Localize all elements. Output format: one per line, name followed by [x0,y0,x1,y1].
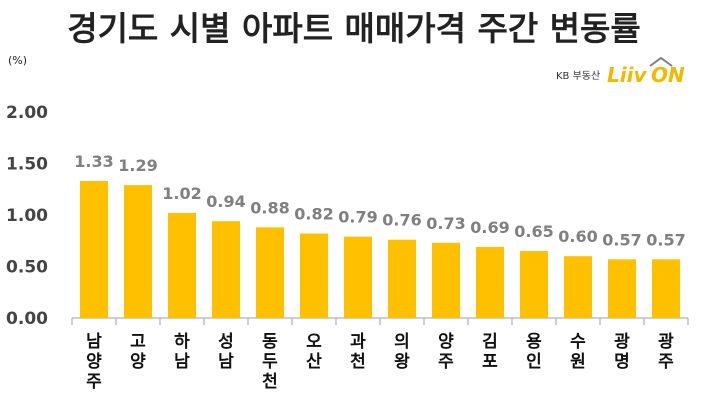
bar [608,259,636,318]
data-label: 0.79 [338,208,377,227]
bar [432,242,460,318]
data-label: 0.57 [646,230,685,249]
bar [344,236,372,318]
data-label: 0.82 [294,205,333,224]
data-label: 0.73 [426,214,465,233]
y-axis: 0.00 0.50 1.00 1.50 2.00 [6,103,48,329]
bar [168,212,196,318]
y-tick-label: 2.00 [6,103,48,123]
data-label: 0.88 [250,198,289,217]
data-label: 1.33 [74,152,113,171]
bar [388,239,416,318]
bar [212,221,240,318]
bar [476,246,504,318]
data-label: 1.02 [162,184,201,203]
y-tick-label: 1.50 [6,155,48,175]
bar [256,227,284,318]
data-label: 0.94 [206,192,245,211]
data-label: 0.76 [382,211,421,230]
data-label: 1.29 [118,156,157,175]
house-roof-icon [649,56,673,67]
bar [652,259,680,318]
bar [80,181,108,318]
y-tick-label: 1.00 [6,206,48,226]
brand-on: ON [651,63,685,87]
bar [300,233,328,318]
bar [520,251,548,318]
chart-title: 경기도 시별 아파트 매매가격 주간 변동률 [67,9,641,48]
x-axis-ticks [71,318,689,325]
x-axis-labels: 남 양 주 고 양 하 남 성 남 동 두 천 오 산 과 천 의 왕 양 주 김 포 용 인 수 원 광 명 광 주 [86,332,674,392]
brand-liiv: Liiv [607,63,647,87]
y-tick-label: 0.00 [6,309,48,329]
data-label: 0.65 [514,222,553,241]
data-label: 0.69 [470,218,509,237]
data-label: 0.60 [558,227,597,246]
y-tick-label: 0.50 [6,258,48,278]
data-labels: 1.33 1.29 1.02 0.94 0.88 0.82 0.79 0.76 0.73 0.69… [74,152,685,249]
data-label: 0.57 [602,230,641,249]
bar [124,185,152,318]
bars [80,181,680,318]
brand-prefix: KB 부동산 [556,70,600,82]
bar [564,256,592,318]
unit-label: (%) [8,54,27,67]
brand-logo: KB 부동산 Liiv ON [556,56,685,87]
